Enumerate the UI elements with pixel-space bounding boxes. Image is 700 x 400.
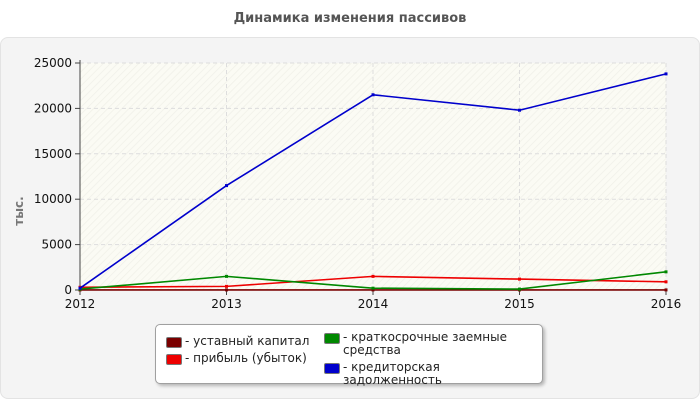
data-point xyxy=(371,286,375,290)
legend-label: - уставный капитал xyxy=(185,334,310,348)
data-point xyxy=(225,274,228,278)
legend: - уставный капитал - прибыль (убыток) - … xyxy=(155,324,543,387)
data-point xyxy=(371,288,375,292)
chart-plot: 0 5000 10000 15000 20000 25000 2012 2013 2014 201… xyxy=(34,56,682,311)
y-tick-label: 5000 xyxy=(41,238,72,252)
x-tick-label: 2013 xyxy=(211,297,242,311)
data-point xyxy=(518,108,521,112)
legend-swatch xyxy=(166,337,182,348)
legend-item-pribyl: - прибыль (убыток) xyxy=(166,352,326,365)
legend-item-kratkosrochnye: - краткосрочные заемные средства xyxy=(324,331,534,357)
legend-item-ustavny-kapital: - уставный капитал xyxy=(166,335,326,348)
chart-title: Динамика изменения пассивов xyxy=(233,11,467,26)
y-tick-label: 15000 xyxy=(34,147,72,161)
data-point xyxy=(518,287,521,291)
data-point xyxy=(225,284,228,288)
legend-swatch xyxy=(324,363,340,374)
data-point xyxy=(225,288,228,292)
y-tick-label: 25000 xyxy=(34,56,72,70)
legend-swatch xyxy=(166,354,182,365)
y-axis-label: тыс. xyxy=(12,196,26,226)
legend-label: - прибыль (убыток) xyxy=(185,351,307,365)
legend-swatch xyxy=(324,333,340,344)
data-point xyxy=(518,277,521,281)
legend-item-kreditorskaya: - кредиторская задолженность xyxy=(324,361,540,387)
data-point xyxy=(664,288,668,292)
y-tick-label: 20000 xyxy=(34,101,72,115)
x-tick-label: 2016 xyxy=(651,297,682,311)
chart-panel: 0 5000 10000 15000 20000 25000 2012 2013 2014 201… xyxy=(0,37,700,399)
data-point xyxy=(664,270,668,274)
data-point xyxy=(371,93,375,97)
data-point xyxy=(225,184,228,188)
y-tick-label: 0 xyxy=(64,283,72,297)
legend-label: - кредиторская задолженность xyxy=(343,360,442,387)
data-point xyxy=(664,72,668,76)
x-tick-label: 2014 xyxy=(358,297,389,311)
x-tick-label: 2012 xyxy=(65,297,96,311)
x-tick-label: 2015 xyxy=(504,297,535,311)
data-point xyxy=(78,286,82,290)
y-tick-label: 10000 xyxy=(34,192,72,206)
legend-label: - краткосрочные заемные средства xyxy=(343,330,507,357)
data-point xyxy=(664,280,668,284)
data-point xyxy=(371,274,375,278)
